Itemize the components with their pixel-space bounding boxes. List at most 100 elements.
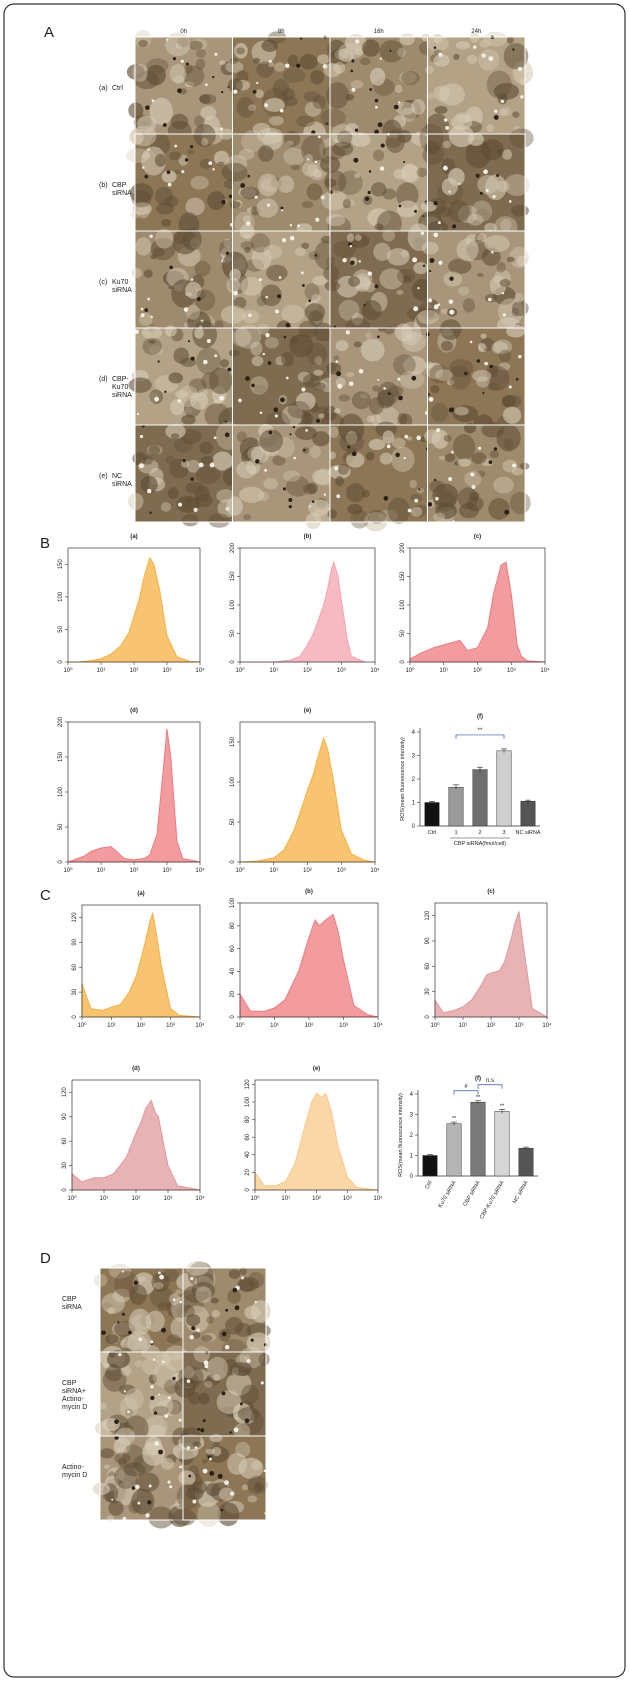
granule [221, 91, 224, 94]
cell [183, 65, 205, 87]
x-tick-label: 10³ [163, 868, 172, 874]
cell [191, 1281, 216, 1300]
cell [346, 452, 365, 468]
x-tick-label: Ctrl [424, 1180, 433, 1190]
granule [502, 313, 506, 317]
panel-label: A [44, 24, 54, 41]
cell [321, 190, 348, 211]
cell [509, 128, 534, 148]
bar [518, 1148, 534, 1177]
granule [158, 1393, 161, 1396]
cell [310, 69, 324, 85]
cell [498, 362, 511, 371]
granule [323, 493, 327, 496]
cell [175, 390, 188, 399]
granule [433, 46, 437, 49]
granule [101, 1330, 106, 1336]
granule [520, 95, 524, 99]
y-tick-label: 100 [58, 591, 64, 602]
granule [138, 463, 144, 469]
cell [325, 214, 346, 227]
y-tick-label: 120 [72, 912, 78, 923]
granule [138, 1337, 143, 1342]
cell [282, 67, 306, 83]
x-tick-label: 3 [502, 830, 505, 836]
cell [219, 60, 226, 65]
cell [441, 308, 449, 314]
cell [165, 423, 186, 440]
y-tick-label: 0 [230, 660, 236, 664]
cell [333, 408, 341, 414]
column-label: 16h [374, 29, 384, 35]
granule [181, 170, 185, 174]
granule [452, 224, 457, 229]
cell [335, 340, 349, 352]
cell [406, 331, 417, 343]
cell [484, 174, 507, 201]
granule [208, 161, 213, 166]
cell [313, 322, 333, 342]
cell [411, 131, 430, 146]
cell [413, 504, 427, 518]
cell [424, 140, 440, 154]
granule [280, 397, 285, 403]
bar [520, 801, 536, 827]
cell [263, 98, 285, 112]
cell [155, 228, 174, 249]
cell [354, 172, 361, 179]
cell [257, 145, 274, 162]
cell [213, 150, 230, 166]
granule [288, 498, 293, 502]
granule [364, 196, 370, 202]
cell [191, 38, 208, 51]
x-tick-label: 10² [303, 868, 312, 874]
cell [346, 371, 355, 378]
granule [154, 1440, 160, 1446]
cell [506, 324, 526, 338]
cell [379, 268, 404, 290]
granule [184, 158, 189, 162]
micrograph [92, 1427, 192, 1529]
granule [336, 371, 342, 377]
granule [387, 392, 391, 396]
granule [436, 428, 441, 433]
granule [209, 462, 215, 468]
cell [462, 298, 476, 313]
bar [472, 769, 488, 827]
chart-title: (f) [475, 1076, 481, 1082]
granule [159, 1274, 165, 1280]
cell [416, 167, 428, 178]
granule [355, 39, 360, 44]
granule [469, 340, 473, 344]
cell [448, 167, 465, 186]
cell [166, 1399, 182, 1415]
histogram-area [409, 561, 546, 663]
y-tick-label: 120 [62, 1087, 68, 1098]
granule [244, 1418, 250, 1424]
granule [145, 1513, 150, 1518]
cell [360, 393, 368, 399]
granule [428, 298, 433, 303]
cell [512, 111, 520, 118]
granule [473, 45, 477, 49]
cell [295, 392, 316, 411]
cell [192, 320, 218, 349]
significance-bracket [455, 734, 505, 739]
row-label: Ctrl [112, 85, 123, 92]
cell [452, 434, 476, 460]
y-tick-label: 100 [245, 1096, 251, 1107]
granule [488, 56, 494, 62]
cell [190, 175, 209, 190]
cell [433, 490, 457, 512]
cell [247, 1495, 258, 1503]
cell [424, 361, 434, 369]
granule [477, 446, 482, 450]
error-bar [453, 784, 459, 790]
granule [334, 466, 339, 471]
cell [197, 1501, 221, 1527]
cell [401, 163, 419, 182]
cell [399, 33, 415, 46]
cell [200, 456, 214, 465]
granule [303, 448, 306, 452]
